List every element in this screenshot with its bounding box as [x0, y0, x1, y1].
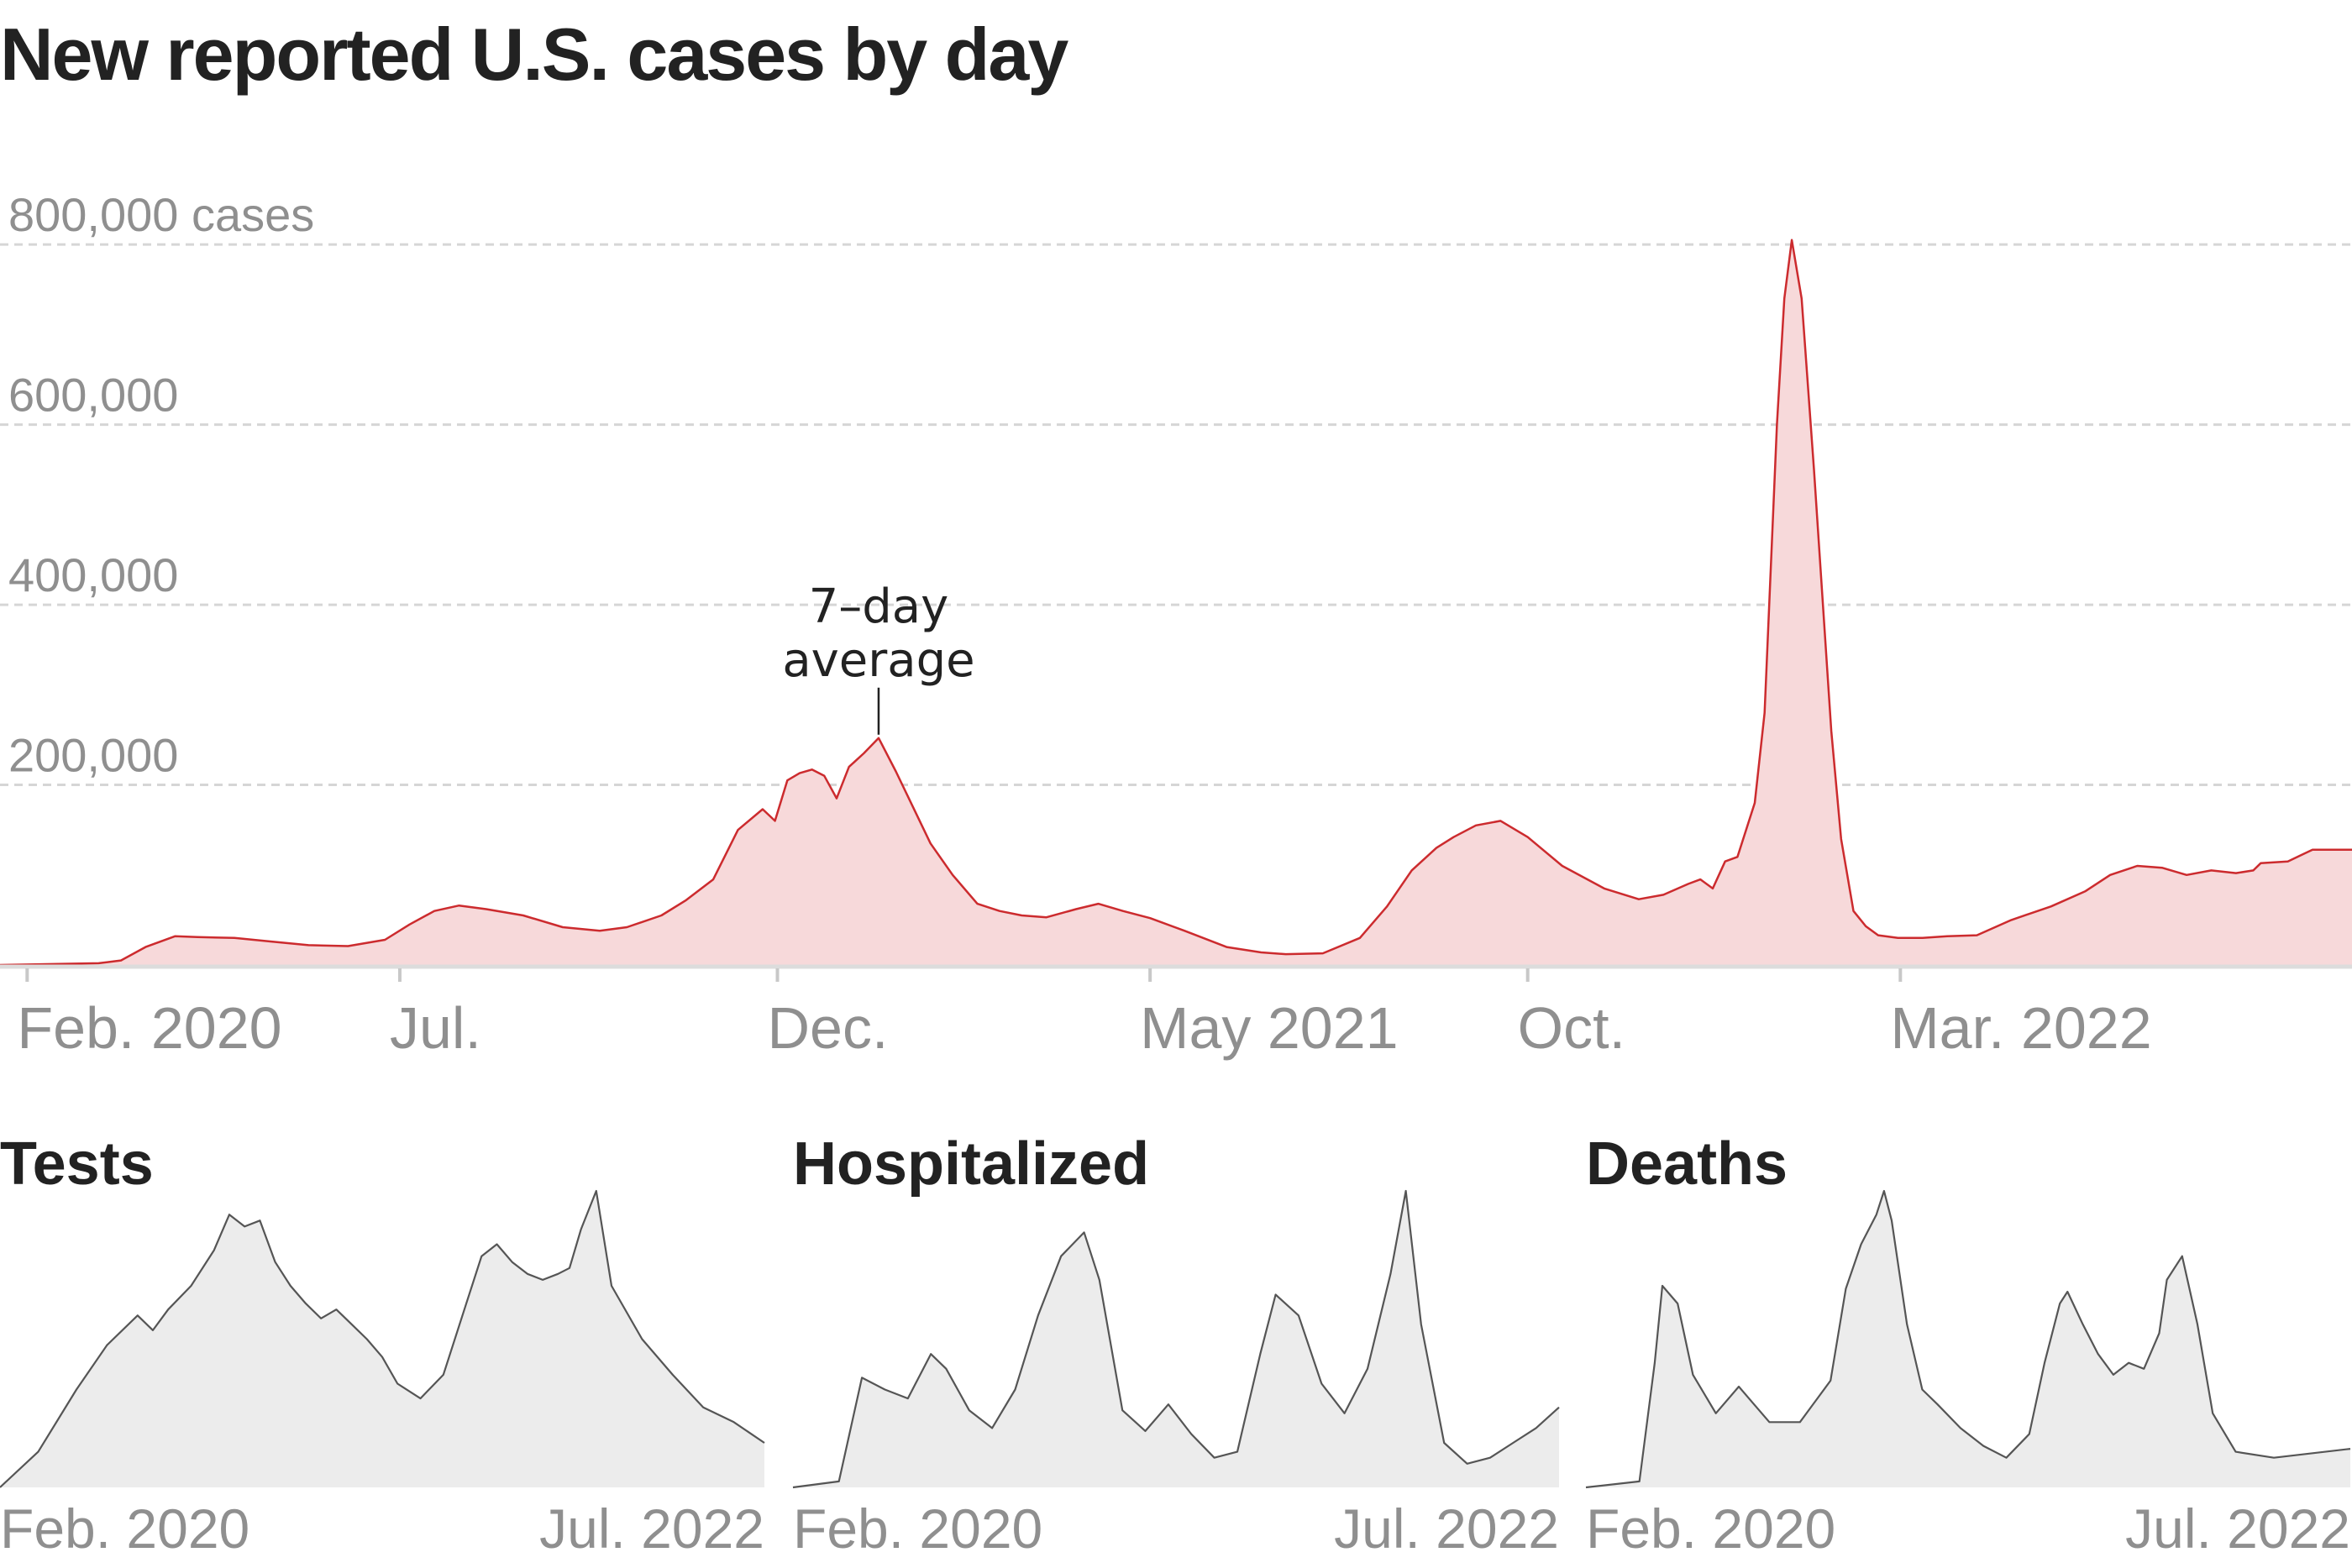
- hospitalized-x-end-label: Jul. 2022: [1334, 1497, 1559, 1560]
- x-tick-labels: Feb. 2020 Jul. Dec. May 2021 Oct. Mar. 2022: [17, 995, 2151, 1061]
- deaths-x-end-label: Jul. 2022: [2125, 1497, 2350, 1560]
- deaths-area: [1586, 1191, 2350, 1487]
- x-tick-label: Mar. 2022: [1890, 995, 2151, 1061]
- cases-7day-line: [0, 239, 2352, 967]
- hospitalized-panel: Hospitalized Feb. 2020 Jul. 2022: [792, 1130, 1560, 1560]
- deaths-x-start-label: Feb. 2020: [1586, 1497, 1835, 1560]
- hospitalized-line: [792, 1189, 1560, 1489]
- tests-x-start-label: Feb. 2020: [0, 1497, 249, 1560]
- hospitalized-x-start-label: Feb. 2020: [793, 1497, 1042, 1560]
- x-tick-label: Feb. 2020: [17, 995, 281, 1061]
- seven-day-average-annotation: 7–day average: [782, 579, 975, 735]
- x-tick-label: Jul.: [390, 995, 481, 1061]
- tests-x-end-label: Jul. 2022: [539, 1497, 764, 1560]
- cases-area: [0, 239, 2352, 965]
- annotation-line-1: 7–day: [809, 579, 949, 634]
- y-tick-labels: 200,000 400,000 600,000 800,000 cases: [8, 188, 314, 781]
- y-tick-label: 200,000: [8, 729, 178, 782]
- y-tick-label: 800,000 cases: [8, 188, 314, 241]
- y-tick-label: 600,000: [8, 369, 178, 422]
- tests-area: [0, 1191, 764, 1487]
- deaths-panel: Deaths Feb. 2020 Jul. 2022: [1585, 1130, 2351, 1560]
- main-cases-chart: 200,000 400,000 600,000 800,000 cases Feb. …: [0, 188, 2352, 1061]
- y-gridlines: [0, 243, 2352, 787]
- tests-title: Tests: [0, 1130, 154, 1198]
- tests-panel: Tests Feb. 2020 Jul. 2022: [0, 1130, 765, 1560]
- deaths-line: [1585, 1189, 2351, 1489]
- y-tick-label: 400,000: [8, 548, 178, 601]
- hospitalized-area: [793, 1191, 1559, 1487]
- hospitalized-title: Hospitalized: [793, 1130, 1149, 1198]
- x-tick-label: Oct.: [1518, 995, 1625, 1061]
- x-tick-label: Dec.: [767, 995, 888, 1061]
- deaths-title: Deaths: [1586, 1130, 1788, 1198]
- chart-title: New reported U.S. cases by day: [0, 13, 1068, 96]
- tests-line: [0, 1189, 765, 1488]
- x-tick-label: May 2021: [1140, 995, 1398, 1061]
- x-ticks: [25, 968, 1903, 982]
- annotation-line-2: average: [782, 633, 974, 688]
